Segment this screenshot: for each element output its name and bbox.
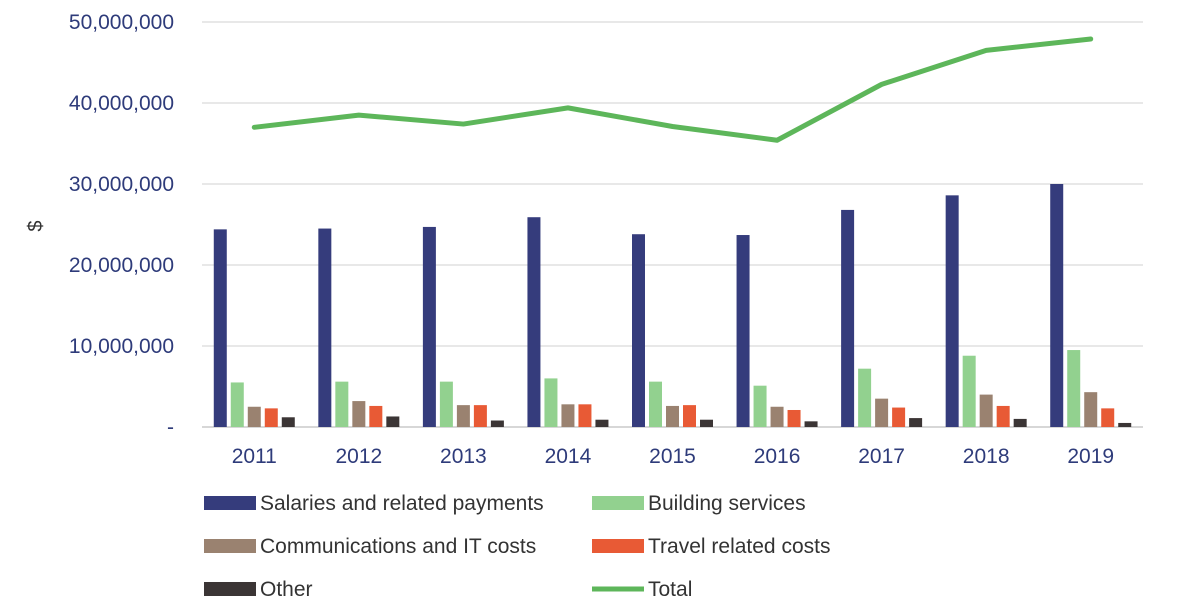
legend-label: Total [648, 578, 692, 601]
x-tick-label: 2018 [963, 445, 1010, 468]
bar [318, 228, 332, 427]
bar [473, 405, 487, 427]
bar [386, 416, 400, 427]
series-line [251, 36, 1094, 143]
bar [787, 409, 801, 427]
y-tick-label: 40,000,000 [69, 92, 174, 115]
bar [770, 406, 784, 427]
bar [892, 407, 906, 427]
grid-lines [202, 21, 1143, 428]
bar [281, 417, 295, 427]
y-tick-label: - [167, 416, 174, 439]
bars [213, 184, 1132, 427]
bar [753, 385, 767, 427]
x-tick-label: 2014 [545, 445, 592, 468]
bar [979, 394, 993, 427]
legend-label: Other [260, 578, 313, 601]
legend-label: Building services [648, 492, 806, 515]
bar [456, 405, 470, 427]
y-tick-label: 30,000,000 [69, 173, 174, 196]
bar [909, 418, 923, 427]
bar [962, 355, 976, 427]
legend-label: Salaries and related payments [260, 492, 544, 515]
bar [1013, 418, 1027, 427]
bar [369, 405, 383, 427]
legend-label: Communications and IT costs [260, 535, 536, 558]
bar [632, 234, 645, 427]
y-axis-label: $ [25, 220, 47, 231]
bar [247, 406, 261, 427]
y-axis: - 10,000,000 20,000,000 30,000,000 40,000,00… [69, 11, 174, 439]
bar [1067, 350, 1081, 427]
bar [996, 405, 1010, 427]
bar [1101, 408, 1115, 427]
bar [230, 382, 244, 427]
bar [578, 404, 592, 427]
bar [352, 401, 366, 427]
bar [335, 381, 349, 427]
legend: Salaries and related payments Building se… [204, 492, 830, 601]
bar [666, 405, 679, 427]
bar [875, 398, 889, 427]
legend-label: Travel related costs [648, 535, 830, 558]
x-tick-label: 2016 [754, 445, 801, 468]
bar [700, 419, 713, 427]
x-tick-label: 2013 [440, 445, 487, 468]
bar [490, 420, 504, 427]
legend-swatch [592, 539, 644, 553]
lines [251, 36, 1094, 143]
bar [945, 195, 959, 427]
bar [804, 421, 818, 427]
bar [841, 209, 855, 427]
y-tick-label: 10,000,000 [69, 335, 174, 358]
legend-swatch [204, 539, 256, 553]
bar [858, 368, 872, 427]
x-tick-label: 2015 [649, 445, 696, 468]
bar [439, 381, 453, 427]
legend-swatch [592, 496, 644, 510]
bar [683, 405, 696, 427]
x-tick-label: 2011 [232, 445, 277, 468]
bar [1084, 392, 1098, 427]
x-tick-label: 2019 [1067, 445, 1114, 468]
bar [595, 419, 609, 427]
bar [527, 217, 541, 427]
legend-swatch [204, 496, 256, 510]
y-tick-label: 50,000,000 [69, 11, 174, 34]
bar [1050, 184, 1064, 427]
bar [736, 235, 750, 427]
bar [561, 404, 575, 427]
bar [213, 229, 227, 427]
bar [422, 226, 436, 427]
x-axis: 2011 2012 2013 2014 2015 2016 2017 2018 2019 [232, 445, 1114, 468]
x-tick-label: 2017 [858, 445, 905, 468]
bar [264, 408, 278, 427]
bar [544, 378, 558, 427]
y-tick-label: 20,000,000 [69, 254, 174, 277]
bar [1118, 422, 1132, 427]
bar [649, 381, 662, 427]
legend-swatch [204, 582, 256, 596]
x-tick-label: 2012 [335, 445, 382, 468]
